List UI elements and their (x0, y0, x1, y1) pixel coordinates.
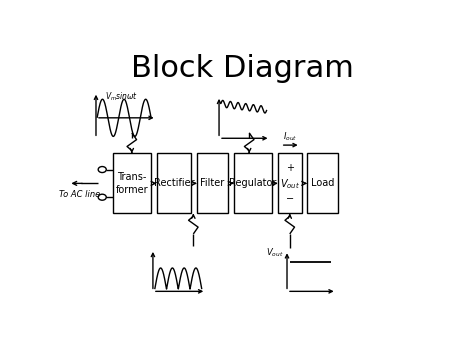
Text: Filter: Filter (201, 178, 225, 189)
Text: Trans-
former: Trans- former (116, 172, 148, 195)
Bar (234, 153, 272, 213)
Bar (278, 153, 301, 213)
Text: Load: Load (311, 178, 335, 189)
Text: $V_{out}$: $V_{out}$ (266, 246, 283, 258)
Text: $V_m$sin$\omega t$: $V_m$sin$\omega t$ (105, 90, 138, 103)
Text: Rectifier: Rectifier (154, 178, 194, 189)
Bar (156, 153, 191, 213)
Bar (112, 153, 151, 213)
Text: $I_{out}$: $I_{out}$ (283, 130, 297, 143)
Text: Regulator: Regulator (229, 178, 277, 189)
Bar (197, 153, 228, 213)
Text: To AC line: To AC line (59, 190, 100, 199)
Bar (307, 153, 338, 213)
Text: Block Diagram: Block Diagram (131, 54, 355, 82)
Text: +
$V_{out}$
−: + $V_{out}$ − (280, 163, 300, 204)
